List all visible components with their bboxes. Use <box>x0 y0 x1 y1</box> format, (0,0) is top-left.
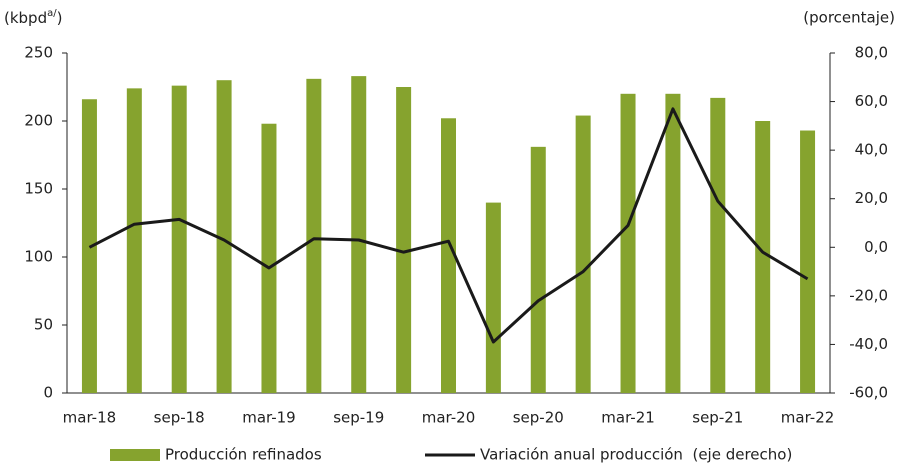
bar <box>575 115 591 393</box>
y-label-part: (kbpd <box>4 9 47 27</box>
legend-label: Variación anual producción (eje derecho) <box>480 446 792 463</box>
y2-tick-label: -60,0 <box>849 384 888 402</box>
bar <box>396 87 412 393</box>
y-tick-label: 100 <box>24 248 53 266</box>
y2-tick-label: -20,0 <box>849 286 888 304</box>
bar <box>441 118 456 393</box>
x-tick-label: sep-20 <box>513 409 564 427</box>
y-tick-label: 0 <box>43 384 53 402</box>
x-tick-label: sep-19 <box>333 409 384 427</box>
bar <box>216 80 232 393</box>
bar <box>620 93 636 394</box>
legend-label: Producción refinados <box>165 446 322 463</box>
y-tick-label: 150 <box>24 180 53 198</box>
x-tick-label: sep-18 <box>154 409 205 427</box>
x-tick-label: mar-21 <box>601 409 655 427</box>
bar <box>800 130 816 393</box>
legend-swatch <box>110 449 160 461</box>
y2-tick-label: 0,0 <box>864 238 888 256</box>
line <box>88 107 809 344</box>
bar <box>306 78 322 393</box>
y-tick-label: 250 <box>24 44 53 62</box>
bar <box>710 97 726 393</box>
bar <box>171 85 187 393</box>
bar <box>755 121 771 393</box>
bar <box>530 146 546 393</box>
x-tick-label: sep-21 <box>692 409 743 427</box>
x-tick-label: mar-19 <box>242 409 296 427</box>
y-axis-label: (kbpda/) <box>4 8 62 27</box>
x-tick-label: mar-22 <box>781 409 835 427</box>
bar <box>261 123 277 393</box>
y2-axis-label: (porcentaje) <box>803 9 895 27</box>
bar <box>351 76 367 394</box>
y-label-sup: a/ <box>47 8 57 19</box>
y-tick-label: 200 <box>24 112 53 130</box>
y-tick-label: 50 <box>34 316 53 334</box>
bar <box>485 202 501 393</box>
x-tick-label: mar-18 <box>63 409 117 427</box>
y-label-part: ) <box>57 9 63 27</box>
y2-tick-label: -40,0 <box>849 335 888 353</box>
y2-tick-label: 40,0 <box>855 141 888 159</box>
y2-tick-label: 80,0 <box>855 44 888 62</box>
bar <box>126 88 142 394</box>
y2-tick-label: 60,0 <box>855 92 888 110</box>
x-tick-label: mar-20 <box>422 409 476 427</box>
bar <box>665 93 681 394</box>
y2-tick-label: 20,0 <box>855 189 888 207</box>
